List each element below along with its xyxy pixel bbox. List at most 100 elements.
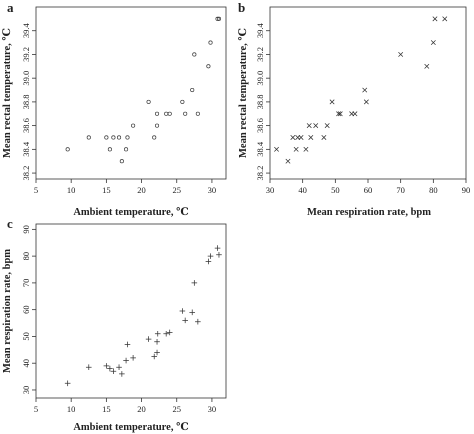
panel-c-x-axis-title: Ambient temperature, ℃ [73, 422, 189, 433]
panel-a-y-tick-label: 39.4 [21, 23, 31, 39]
panel-a-y-tick-label: 38.8 [21, 94, 31, 109]
panel-a-data-point [164, 111, 169, 116]
panel-c-data-point [163, 330, 169, 337]
panel-b-data-point [432, 16, 438, 22]
panel-a-data-point [192, 52, 197, 57]
panel-a-x-tick-label: 5 [34, 185, 38, 195]
panel-b-data-point [442, 16, 448, 22]
panel-c-data-point [124, 341, 131, 348]
panel-b-data-point [308, 135, 314, 140]
panel-c-x-tick-label: 30 [208, 404, 217, 414]
panel-a-x-tick-label: 10 [67, 185, 76, 195]
panel-a-y-tick-label: 39.0 [21, 71, 31, 86]
panel-a-data-point [111, 135, 116, 140]
panel-c-data-point [182, 317, 188, 324]
panel-a-data-point [119, 159, 124, 164]
panel-c-y-tick-label: 50 [21, 332, 31, 341]
panel-c-plot-frame [35, 223, 227, 399]
panel-c-data-point [214, 245, 221, 251]
panel-a-y-tick-label: 38.2 [21, 166, 31, 181]
panel-c-x-tick-label: 5 [34, 404, 38, 414]
panel-c-x-tick-label: 25 [172, 404, 181, 414]
panel-c-y-tick-label: 30 [21, 386, 31, 395]
panel-b-y-tick-label: 39.0 [255, 71, 265, 86]
panel-b-plot-frame [269, 6, 467, 180]
panel-b-data-point [313, 123, 319, 129]
panel-b-y-tick-label: 39.2 [255, 47, 265, 62]
panel-c-data-point [116, 364, 122, 371]
panel-c-y-tick-label: 90 [21, 225, 31, 234]
panel-b-x-tick-label: 80 [429, 185, 438, 195]
panel-b-letter: b [238, 0, 245, 15]
panel-c-y-tick-label: 80 [21, 252, 31, 261]
panel-c-letter: c [7, 216, 13, 231]
panel-b-y-axis-title: Mean rectal temperature, ℃ [238, 28, 249, 158]
panel-b-data-point [303, 146, 309, 152]
panel-b-x-tick-label: 40 [298, 185, 307, 195]
panel-a-data-point [131, 123, 136, 128]
panel-c-data-point [110, 368, 117, 375]
panel-b-x-tick-label: 90 [462, 185, 471, 195]
panel-b-x-tick-label: 70 [396, 185, 405, 195]
panel-c-x-tick-label: 20 [137, 404, 146, 414]
panel-a-data-point [154, 123, 160, 128]
panel-c-x-tick-label: 10 [67, 404, 76, 414]
panel-c-data-point [154, 330, 161, 337]
panel-b-data-point [274, 146, 279, 152]
panel-a-y-axis-title: Mean rectal temperature, ℃ [2, 28, 13, 158]
panel-c-y-tick-label: 60 [21, 305, 31, 314]
panel-c-data-point [85, 364, 92, 371]
panel-a-data-point [107, 147, 112, 152]
panel-a-data-point [104, 135, 109, 140]
panel-b-y-tick-label: 38.4 [255, 141, 265, 157]
panel-a-x-tick-label: 30 [208, 185, 217, 195]
panel-a-data-point [195, 111, 200, 116]
panel-b-data-point [298, 135, 304, 140]
panel-b-data-point [321, 135, 327, 140]
panel-c-data-point [123, 357, 129, 364]
panel-a-data-point [146, 99, 151, 104]
panel-a-x-axis-title: Ambient temperature, ℃ [73, 207, 189, 218]
panel-b-data-point [362, 87, 368, 93]
panel-a-plot-frame [35, 6, 227, 180]
panel-a-data-point [206, 64, 211, 69]
panel-a-x-tick-label: 20 [137, 185, 146, 195]
panel-c-data-point [145, 336, 152, 342]
panel-b-data-point [430, 40, 436, 46]
panel-a-letter: a [7, 0, 14, 15]
panel-b-data-point [285, 158, 291, 164]
panel-c-data-point [207, 253, 214, 259]
panel-c-data-point [189, 309, 196, 316]
panel-b-y-tick-label: 38.2 [255, 166, 265, 181]
panel-a-data-point [183, 111, 188, 116]
panel-c-data-point [191, 280, 198, 286]
panel-a-data-point [216, 16, 222, 21]
panel-a-x-tick-label: 25 [172, 185, 181, 195]
panel-c-data-point [151, 353, 158, 360]
panel-c-data-point [130, 355, 136, 361]
panel-c-data-point [103, 363, 110, 369]
panel-b-x-tick-label: 30 [266, 185, 275, 195]
panel-b-data-point [306, 123, 312, 129]
panel-a-y-tick-label: 38.6 [21, 118, 31, 133]
panel-c-data-point [119, 371, 125, 377]
panel-b-x-tick-label: 60 [364, 185, 373, 195]
panel-c-data-point [216, 251, 222, 258]
panel-c-data-point [64, 380, 71, 387]
panel-b-points [274, 16, 448, 164]
panel-b-data-point [293, 146, 299, 152]
panel-a-data-point [154, 111, 160, 116]
panel-c-data-point [195, 318, 201, 325]
panel-a-points [65, 16, 222, 164]
panel-b: b Mean respiration rate, bpm Mean rectal… [238, 0, 470, 218]
panel-a-data-point [180, 99, 185, 104]
panel-a-data-point [215, 16, 220, 21]
panel-b-data-point [352, 111, 358, 117]
panel-b-x-axis-title: Mean respiration rate, bpm [307, 207, 431, 218]
panel-a-data-point [116, 135, 122, 140]
panel-b-data-point [398, 51, 404, 57]
panel-a-data-point [167, 111, 172, 116]
panel-a-data-point [86, 135, 91, 140]
panel-a-data-point [208, 40, 213, 45]
